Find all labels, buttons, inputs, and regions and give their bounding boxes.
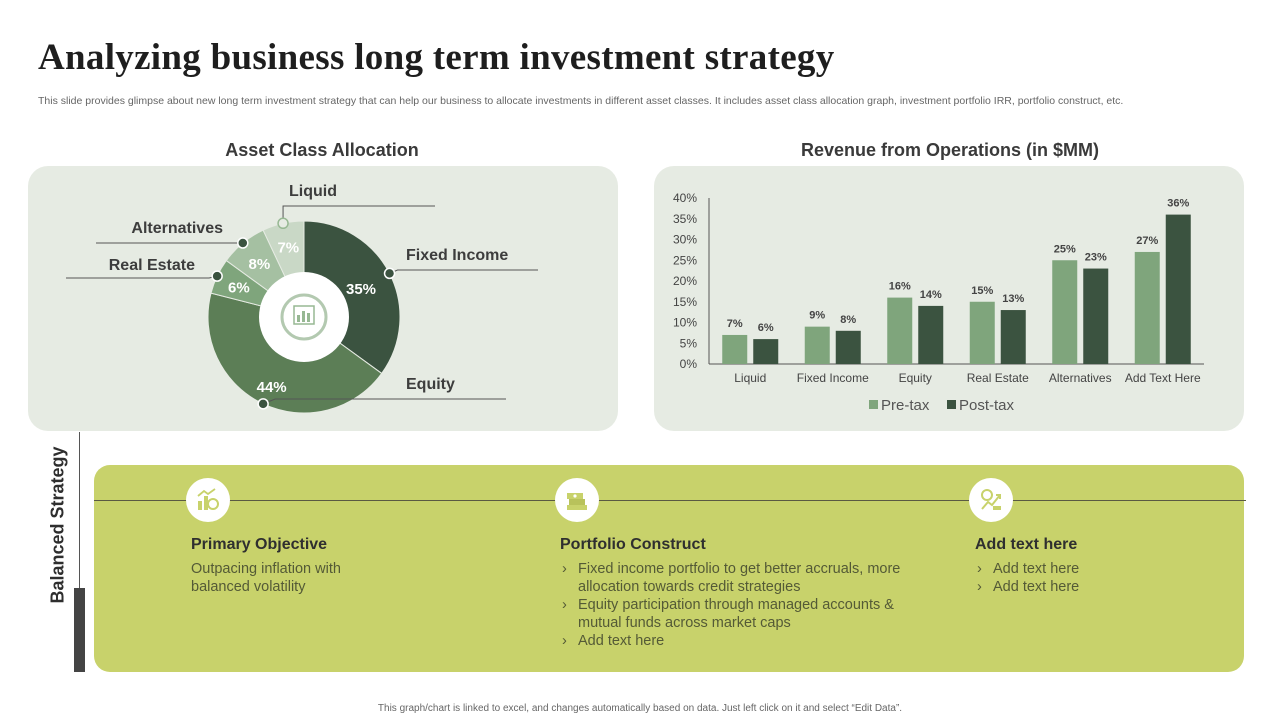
y-tick-label: 5%: [680, 336, 698, 350]
legend-swatch: [947, 400, 956, 409]
x-tick-label: Alternatives: [1049, 371, 1112, 385]
leader-line: [282, 205, 435, 224]
bar-pre-tax[interactable]: [722, 334, 748, 364]
chart-coins-icon: [186, 478, 230, 522]
bar-post-tax[interactable]: [1165, 214, 1191, 364]
pie-data-label: 8%: [249, 256, 271, 273]
leader-dot: [211, 270, 223, 282]
legend-label[interactable]: Post-tax: [959, 397, 1015, 414]
y-tick-label: 20%: [673, 274, 697, 288]
primary-objective-title: Primary Objective: [191, 536, 328, 553]
x-tick-label: Add Text Here: [1125, 371, 1201, 385]
bar-data-label: 7%: [727, 318, 743, 330]
leader-line: [389, 269, 538, 274]
bar-chart-title: Revenue from Operations (in $MM): [800, 140, 1100, 160]
bar-data-label: 14%: [920, 289, 942, 301]
bar-data-label: 15%: [971, 285, 993, 297]
bar-data-label: 36%: [1167, 198, 1189, 210]
bar-pre-tax[interactable]: [969, 301, 995, 364]
pie-data-label: 44%: [257, 379, 287, 396]
leader-dot: [237, 237, 249, 249]
portfolio-construct-list: Fixed income portfolio to get better acc…: [560, 560, 920, 650]
list-item: Add text here: [975, 560, 1175, 578]
legend-label[interactable]: Pre-tax: [881, 397, 930, 414]
strategy-divider: [94, 500, 1246, 501]
strategy-vertical-line: [79, 432, 80, 592]
leader-dot: [383, 267, 396, 280]
pie-category-label: Liquid: [289, 183, 337, 200]
y-tick-label: 0%: [680, 357, 698, 371]
bar-pre-tax[interactable]: [887, 297, 913, 364]
pie-data-label: 7%: [277, 240, 299, 257]
bar-chart[interactable]: 0% 5% 10% 15% 20% 25% 30% 35% 40% Liquid Fixed Inc…: [654, 166, 1244, 431]
page-subtitle: This slide provides glimpse about new lo…: [38, 95, 1124, 107]
pie-category-label: Real Estate: [109, 257, 195, 274]
leader-line: [66, 275, 218, 279]
footer-note: This graph/chart is linked to excel, and…: [377, 703, 903, 714]
bar-chart-panel: 0% 5% 10% 15% 20% 25% 30% 35% 40% Liquid Fixed Inc…: [654, 166, 1244, 431]
leader-dot: [277, 217, 289, 230]
bar-post-tax[interactable]: [1083, 268, 1109, 364]
list-item: Add text here: [975, 578, 1175, 596]
bar-post-tax[interactable]: [753, 339, 779, 364]
bar-data-label: 25%: [1054, 243, 1076, 255]
strategy-vertical-bar: [74, 588, 85, 672]
bar-pre-tax[interactable]: [1134, 251, 1160, 364]
bar-data-label: 6%: [758, 322, 774, 334]
list-item: Add text here: [560, 632, 920, 650]
y-tick-label: 15%: [673, 295, 697, 309]
strategy-label: Balanced Strategy: [47, 446, 68, 604]
y-tick-label: 10%: [673, 316, 697, 330]
donut-chart[interactable]: 35% 44% 6% 8% 7% Fixed Income Equity Real Esta…: [28, 166, 618, 431]
bar-data-label: 23%: [1085, 252, 1107, 264]
pie-category-label: Equity: [406, 376, 455, 393]
pie-category-label: Fixed Income: [406, 247, 508, 264]
leader-dot: [257, 398, 269, 410]
y-tick-label: 30%: [673, 233, 697, 247]
pie-data-label: 6%: [228, 279, 250, 296]
pie-category-label: Alternatives: [131, 220, 223, 237]
bar-pre-tax[interactable]: [804, 326, 830, 364]
list-item: Equity participation through managed acc…: [560, 596, 920, 632]
bar-pre-tax[interactable]: [1052, 260, 1078, 364]
x-tick-label: Real Estate: [967, 371, 1029, 385]
primary-objective-text: Outpacing inflation with balanced volati…: [191, 561, 341, 595]
add-text-list: Add text here Add text here: [975, 560, 1175, 596]
legend-swatch: [869, 400, 878, 409]
page-title: Analyzing business long term investment …: [38, 37, 835, 78]
cash-stack-icon: [555, 478, 599, 522]
y-tick-label: 40%: [673, 191, 697, 205]
list-item: Fixed income portfolio to get better acc…: [560, 560, 920, 596]
pie-data-label: 35%: [346, 281, 376, 298]
bar-data-label: 27%: [1136, 235, 1158, 247]
bar-post-tax[interactable]: [1000, 310, 1026, 364]
x-tick-label: Fixed Income: [797, 371, 869, 385]
donut-chart-panel: 35% 44% 6% 8% 7% Fixed Income Equity Real Esta…: [28, 166, 618, 431]
bar-post-tax[interactable]: [918, 305, 944, 364]
bar-data-label: 13%: [1002, 293, 1024, 305]
add-text-title: Add text here: [975, 536, 1078, 553]
bar-data-label: 16%: [889, 281, 911, 293]
money-growth-icon: [969, 478, 1013, 522]
y-tick-label: 25%: [673, 253, 697, 267]
bar-data-label: 8%: [840, 314, 856, 326]
portfolio-construct-title: Portfolio Construct: [560, 536, 706, 553]
bar-post-tax[interactable]: [835, 330, 861, 364]
x-tick-label: Equity: [899, 371, 932, 385]
donut-chart-title: Asset Class Allocation: [225, 140, 419, 160]
y-tick-label: 35%: [673, 212, 697, 226]
donut-center-icon: [280, 293, 328, 341]
x-tick-label: Liquid: [734, 371, 766, 385]
bar-data-label: 9%: [809, 310, 825, 322]
